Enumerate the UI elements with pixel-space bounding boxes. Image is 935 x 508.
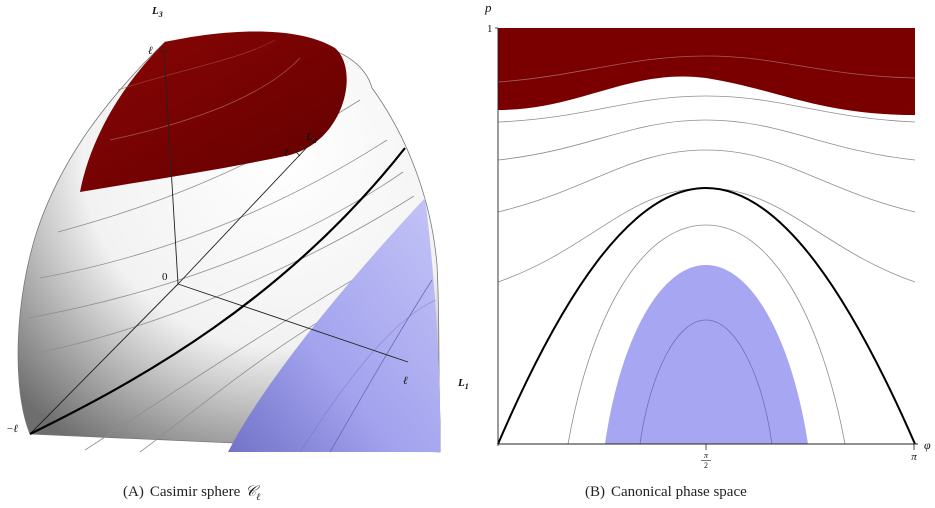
caption-a: (A) Casimir sphere 𝒞ℓ [123, 484, 260, 503]
tick-label-origin: 0 [162, 271, 168, 283]
phase-contour [497, 149, 916, 213]
y-tick-label-top: 1 [487, 23, 493, 35]
x-tick-mid-numerator: π [704, 451, 709, 460]
phase-separatrix [497, 186, 916, 445]
lobe-inner-contour [639, 319, 773, 445]
phase-contour [497, 119, 916, 161]
sphere-axes [29, 49, 409, 435]
axis-label-l3: L3 [151, 5, 163, 19]
sphere-contour [25, 195, 415, 356]
axis-l2 [177, 141, 313, 285]
axis-label-l1: L1 [457, 377, 469, 391]
phase-contour-closed [567, 224, 846, 445]
axis-l3 [163, 49, 179, 285]
axis-l1 [177, 283, 409, 363]
panel-a-casimir-sphere: L3 L2 L1 ℓ ℓ ℓ 0 −ℓ (A) Casimir sphere 𝒞ℓ [6, 5, 469, 503]
caption-b: (B) Canonical phase space [585, 484, 747, 500]
tick-label-top: ℓ [148, 45, 153, 57]
tick-mid [293, 149, 301, 157]
sphere-separatrix [29, 147, 406, 435]
sphere-contour [39, 139, 388, 279]
phase-band-red [498, 28, 915, 115]
y-axis-label: p [484, 0, 492, 15]
x-tick-label-right: π [911, 451, 917, 463]
sphere-contour [27, 171, 404, 319]
panel-b-phase-space: p 1 φ π 2 π (B) Canonical phase space [484, 0, 931, 500]
tick-label-mid: ℓ [284, 147, 289, 159]
phase-contour [497, 95, 916, 123]
axis-label-l2: L2 [305, 131, 317, 145]
lobe-inner-contour [299, 299, 437, 453]
x-tick-mid-denominator: 2 [704, 461, 708, 470]
cap-inner-contour [117, 39, 276, 91]
phase-lobe-blue [605, 265, 808, 444]
sphere-lobe-blue [228, 198, 440, 452]
lobe-inner-contour [329, 279, 433, 453]
tick-label-minus: −ℓ [6, 423, 18, 435]
x-tick-label-mid: π 2 [701, 451, 711, 470]
cap-inner-contour [109, 57, 301, 141]
x-axis-label: φ [924, 438, 931, 452]
band-inner-contour [497, 55, 916, 83]
tick-label-right: ℓ [403, 375, 408, 387]
phase-contours [497, 95, 916, 283]
tick-top [159, 49, 169, 53]
sphere-cap-red [80, 31, 347, 192]
axis-minus [29, 283, 179, 435]
